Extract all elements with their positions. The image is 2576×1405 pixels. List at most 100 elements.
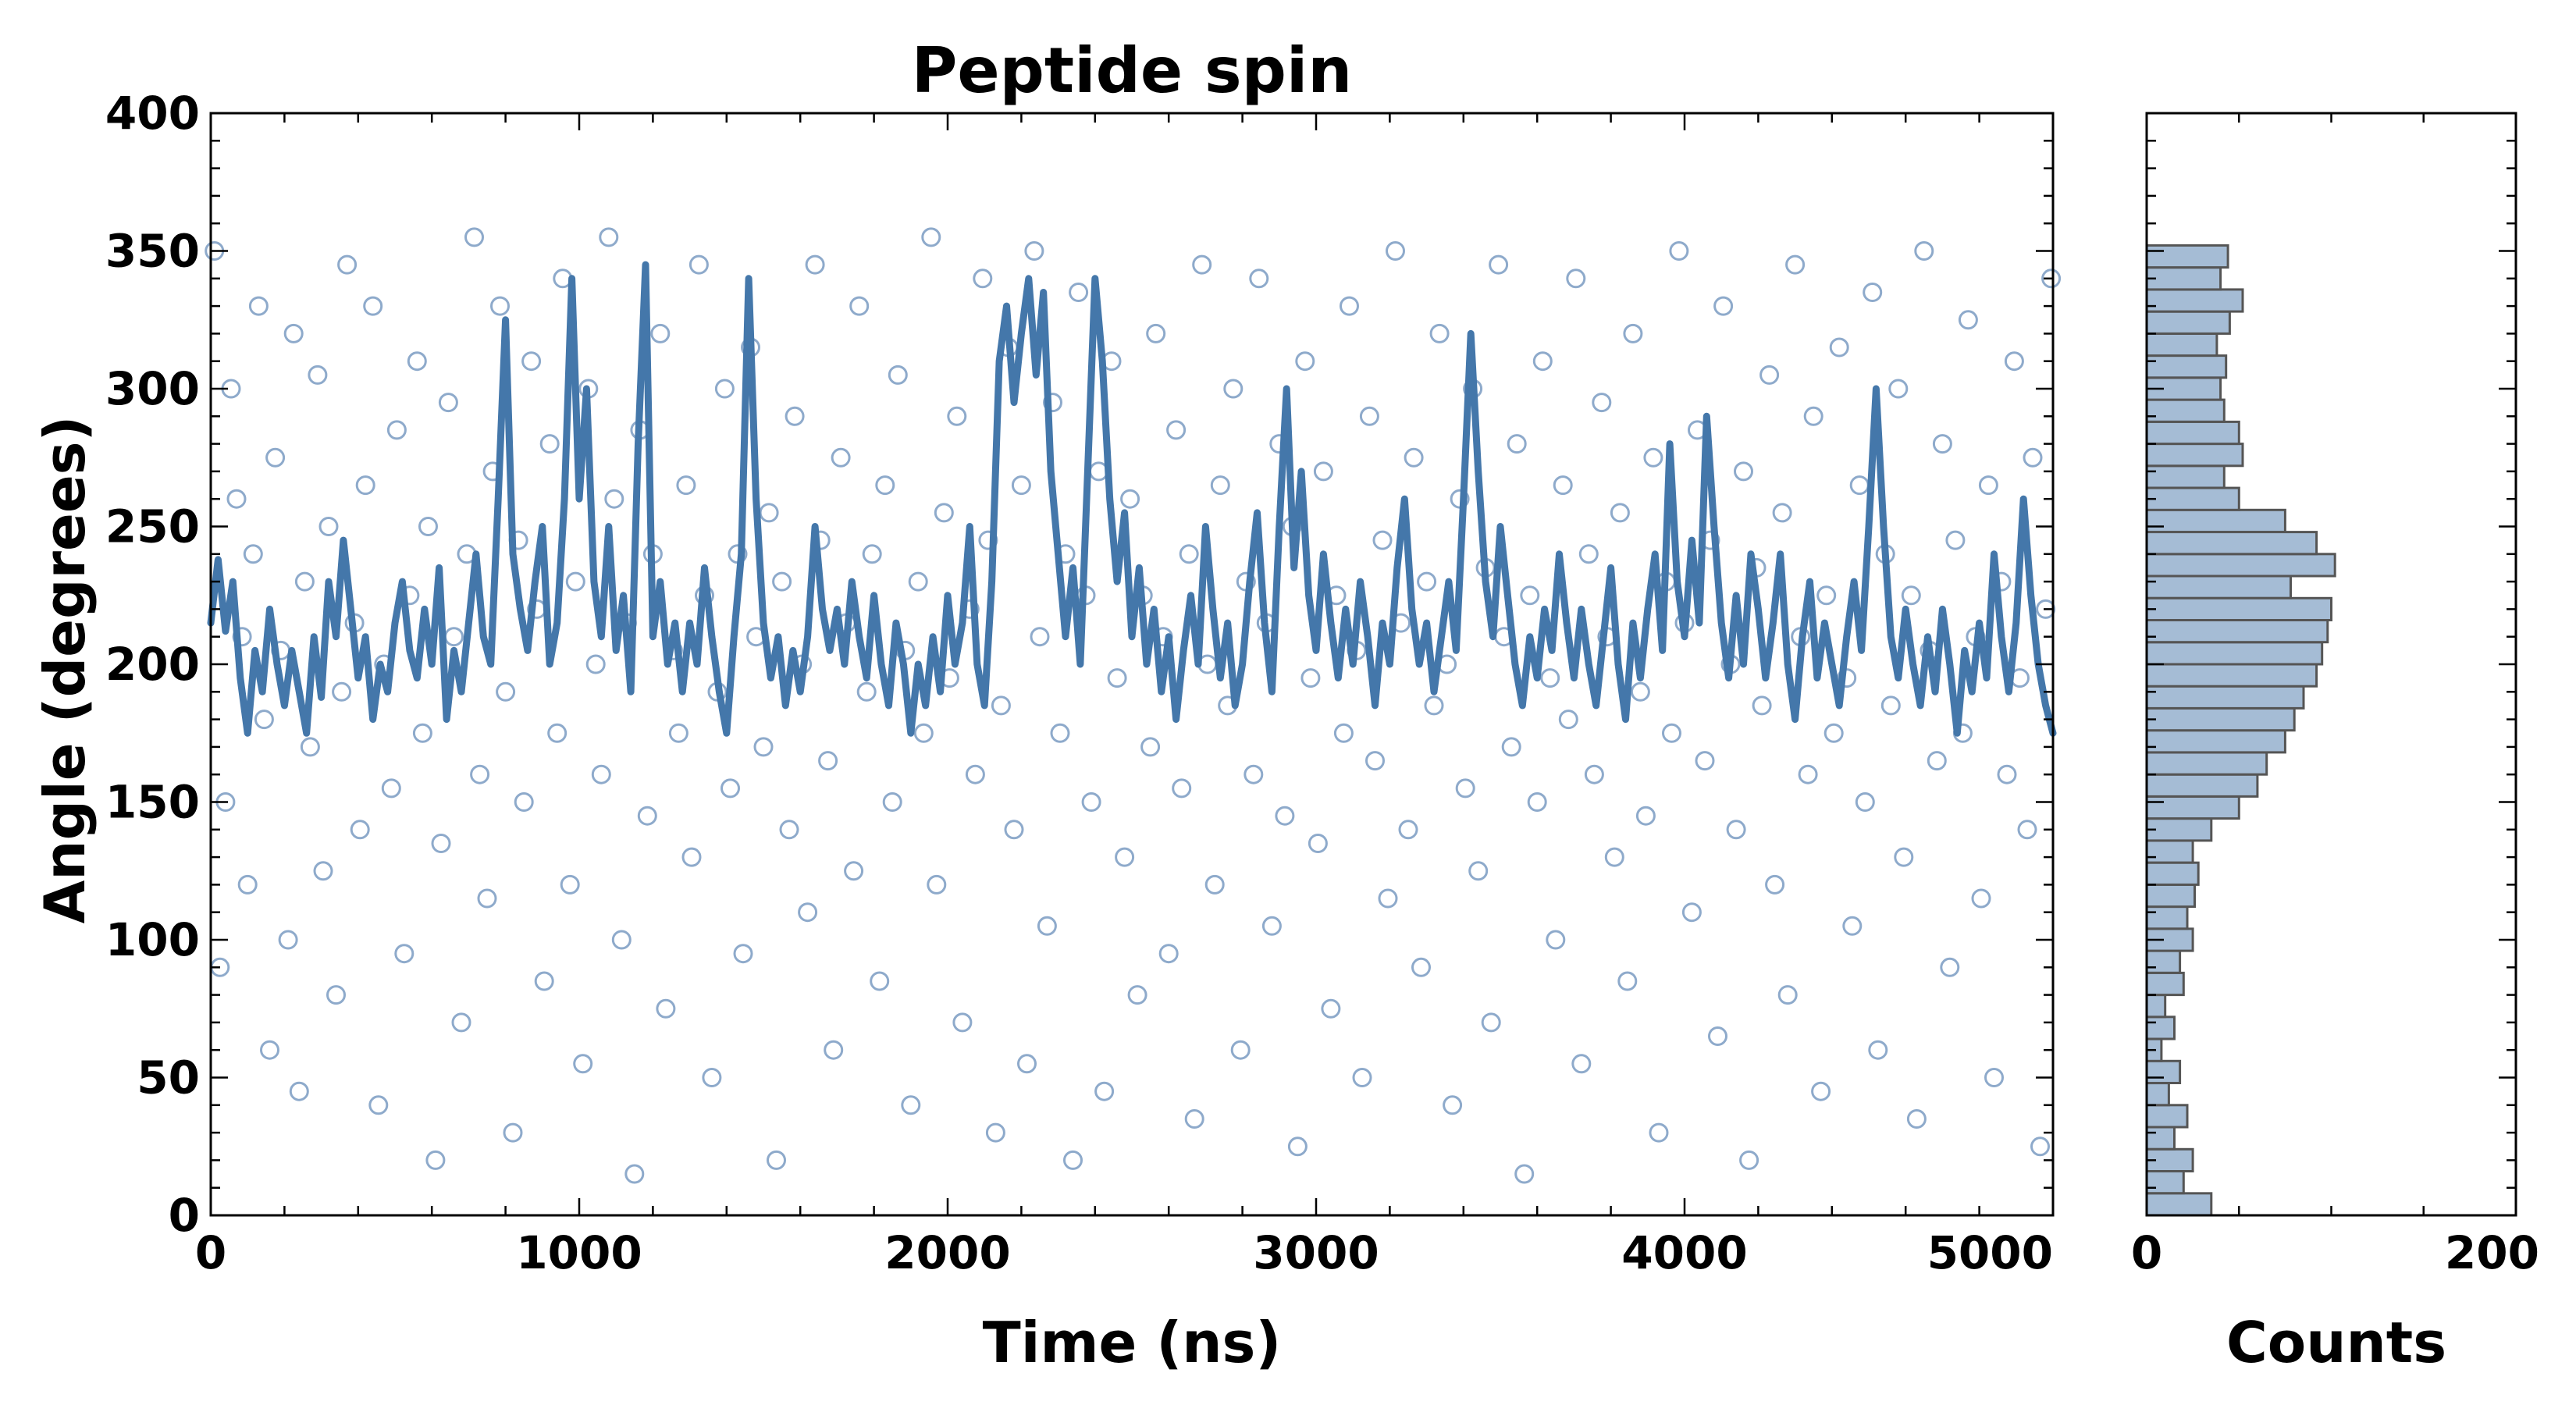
histogram-plot: 0 200	[2131, 112, 2539, 1279]
hist-bar-21	[2145, 729, 2286, 754]
data-point-151	[1158, 944, 1179, 964]
data-point-253	[1816, 585, 1837, 606]
data-point-36	[418, 517, 438, 536]
data-point-129	[1017, 1054, 1037, 1074]
data-point-30	[381, 778, 401, 799]
data-point-28	[368, 1095, 389, 1115]
hist-bar-39	[2145, 332, 2218, 357]
data-point-34	[407, 351, 427, 372]
data-point-75	[668, 723, 688, 743]
hist-bar-8	[2145, 1016, 2176, 1040]
data-point-278	[1978, 475, 1998, 496]
data-point-193	[1429, 323, 1450, 343]
y-tick-label-3: 150	[105, 776, 200, 829]
data-point-106	[870, 971, 890, 991]
data-point-49	[503, 1122, 523, 1143]
data-point-18	[308, 365, 328, 385]
data-point-27	[363, 296, 383, 316]
data-point-257	[1842, 916, 1863, 936]
hist-bar-38	[2145, 354, 2228, 379]
data-point-159	[1210, 475, 1230, 496]
data-point-90	[767, 1150, 786, 1170]
data-point-208	[1527, 792, 1547, 812]
data-point-109	[888, 365, 908, 385]
data-point-76	[676, 475, 696, 496]
data-point-244	[1759, 365, 1780, 385]
data-point-144	[1115, 847, 1135, 867]
data-point-56	[547, 723, 568, 743]
data-point-263	[1880, 695, 1901, 716]
data-point-172	[1295, 351, 1315, 372]
data-point-55	[539, 434, 560, 454]
data-point-270	[1927, 751, 1947, 771]
data-point-139	[1081, 792, 1101, 812]
y-tick-label-6: 300	[105, 362, 200, 415]
data-point-21	[326, 985, 346, 1005]
hist-bar-41	[2145, 288, 2244, 313]
data-point-66	[611, 930, 632, 950]
data-point-175	[1313, 461, 1333, 482]
hist-bar-34	[2145, 443, 2244, 468]
data-point-158	[1204, 874, 1225, 895]
data-point-202	[1489, 254, 1509, 275]
data-point-107	[875, 475, 895, 496]
data-point-83	[720, 778, 740, 799]
hist-bar-13	[2145, 905, 2189, 930]
data-point-234	[1695, 751, 1715, 771]
data-point-64	[599, 227, 619, 247]
data-point-91	[772, 571, 792, 592]
data-point-16	[294, 571, 315, 592]
data-point-62	[585, 654, 606, 674]
data-point-122	[973, 269, 993, 289]
data-point-88	[753, 737, 774, 757]
data-point-255	[1829, 337, 1849, 357]
data-point-215	[1571, 1054, 1592, 1074]
data-point-232	[1681, 902, 1702, 923]
data-point-95	[798, 902, 818, 923]
data-point-113	[913, 723, 934, 743]
hist-bar-36	[2145, 398, 2226, 423]
hist-bar-11	[2145, 949, 2182, 974]
data-point-191	[1417, 571, 1437, 592]
hist-bar-10	[2145, 971, 2185, 997]
data-point-119	[952, 1012, 973, 1033]
data-point-141	[1094, 1081, 1115, 1101]
x-tick-label-5: 5000	[1927, 1226, 2053, 1279]
data-point-165	[1249, 269, 1269, 289]
data-point-154	[1179, 544, 1199, 564]
data-point-239	[1726, 820, 1746, 840]
data-point-268	[1914, 241, 1934, 261]
hist-bar-43	[2145, 244, 2229, 269]
y-axis-label: Angle (degrees)	[32, 416, 98, 924]
hist-bar-27	[2145, 596, 2332, 621]
data-point-282	[2004, 351, 2024, 372]
data-point-26	[355, 475, 375, 496]
data-point-44	[470, 764, 490, 784]
data-point-40	[444, 627, 464, 647]
data-point-188	[1398, 820, 1418, 840]
data-point-116	[934, 503, 954, 523]
chart-title: Peptide spin	[912, 34, 1352, 107]
data-point-206	[1514, 1164, 1535, 1184]
data-point-248	[1785, 254, 1806, 275]
data-point-264	[1888, 379, 1909, 399]
data-point-59	[565, 571, 585, 592]
hist-bar-1	[2145, 1170, 2185, 1195]
data-point-284	[2017, 820, 2037, 840]
y-tick-label-2: 100	[105, 913, 200, 966]
data-point-125	[991, 695, 1011, 716]
data-point-281	[1997, 764, 2017, 784]
scatter-markers	[205, 227, 2062, 1184]
hist-x-axis-label: Counts	[2226, 1310, 2446, 1375]
hist-bar-42	[2145, 266, 2222, 291]
data-point-261	[1868, 1040, 1888, 1060]
data-point-285	[2023, 447, 2043, 468]
hist-bar-0	[2145, 1192, 2213, 1217]
data-point-133	[1043, 393, 1062, 413]
data-point-11	[265, 447, 286, 468]
data-point-195	[1443, 1095, 1463, 1115]
data-point-243	[1752, 695, 1772, 716]
data-point-197	[1455, 778, 1475, 799]
data-point-132	[1037, 916, 1057, 936]
data-point-105	[862, 544, 882, 564]
